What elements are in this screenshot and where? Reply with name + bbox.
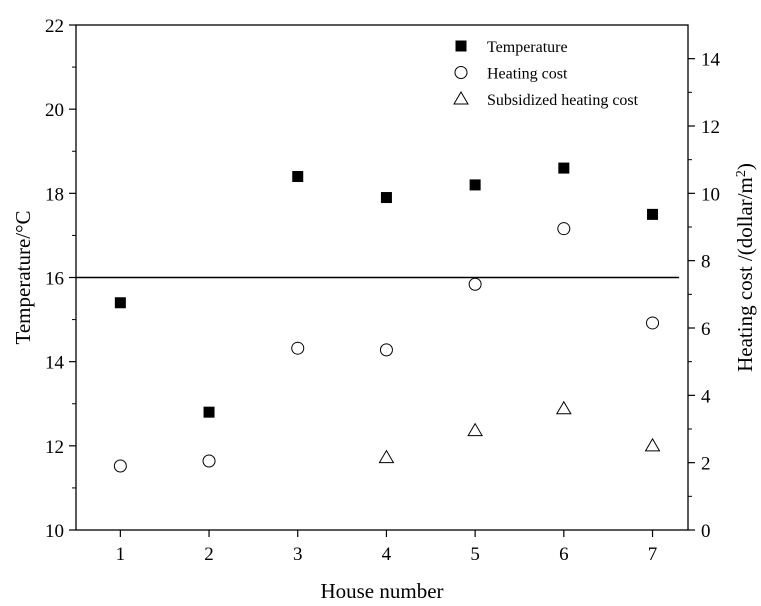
legend: Temperature Heating cost Subsidized heatin… <box>453 39 639 109</box>
heating-cost-point <box>291 341 305 355</box>
x-tick-label: 1 <box>116 544 126 565</box>
x-axis-title: House number <box>320 579 443 603</box>
x-tick-label: 5 <box>470 544 480 565</box>
heating-cost-point <box>646 316 660 330</box>
y-tick-label: 14 <box>45 353 65 374</box>
y-tick-label: 22 <box>45 16 64 37</box>
y2-axis-title-main: Heating cost /(dollar/m <box>733 177 757 372</box>
y2-axis-title: Heating cost /(dollar/m2) <box>733 163 757 372</box>
axes <box>69 24 695 537</box>
legend-label: Subsidized heating cost <box>487 92 639 109</box>
subsidized-heating-cost-point <box>378 449 395 464</box>
y-axis-title: Temperature/°C <box>11 210 35 344</box>
subsidized-heating-cost-point <box>555 400 572 415</box>
y-tick-label: 16 <box>45 269 64 290</box>
y2-tick-label: 12 <box>701 117 720 138</box>
y2-tick-label: 10 <box>701 184 720 205</box>
y2-axis-title-close: ) <box>733 163 757 170</box>
legend-label: Temperature <box>487 39 568 56</box>
x-tick-label: 7 <box>648 544 658 565</box>
x-tick-label: 3 <box>293 544 303 565</box>
y-tick-label: 20 <box>45 100 64 121</box>
heating-cost-point <box>557 222 571 236</box>
x-tick-label: 4 <box>382 544 392 565</box>
y-tick-label: 12 <box>45 437 64 458</box>
y2-tick-label: 8 <box>701 252 711 273</box>
y-tick-label: 10 <box>45 521 64 542</box>
temperature-point <box>114 297 126 309</box>
data-marks <box>113 162 661 473</box>
y2-tick-label: 6 <box>701 319 711 340</box>
heating-cost-point <box>468 277 482 291</box>
y2-tick-label: 4 <box>701 386 711 407</box>
legend-marker-heating-cost-point <box>454 66 468 79</box>
legend-label: Heating cost <box>487 66 568 83</box>
y2-tick-label: 2 <box>701 454 711 475</box>
temperature-point <box>203 406 215 418</box>
temperature-point <box>647 208 659 220</box>
temperature-point <box>292 171 304 182</box>
subsidized-heating-cost-point <box>467 422 484 437</box>
temperature-point <box>380 192 392 204</box>
heating-cost-point <box>379 343 393 357</box>
x-tick-label: 2 <box>204 544 214 565</box>
temperature-point <box>558 162 570 174</box>
subsidized-heating-cost-point <box>644 437 661 452</box>
heating-cost-point <box>202 454 216 468</box>
heating-cost-point <box>113 459 127 473</box>
x-tick-label: 6 <box>559 544 569 565</box>
temperature-point <box>469 179 481 191</box>
y2-tick-label: 14 <box>701 50 721 71</box>
y-tick-label: 18 <box>45 184 64 205</box>
y2-axis-title-sup: 2 <box>734 170 749 177</box>
y2-tick-label: 0 <box>701 521 711 542</box>
legend-marker-temperature-point <box>455 40 467 52</box>
legend-marker-subsidized-heating-cost-point <box>453 91 469 105</box>
